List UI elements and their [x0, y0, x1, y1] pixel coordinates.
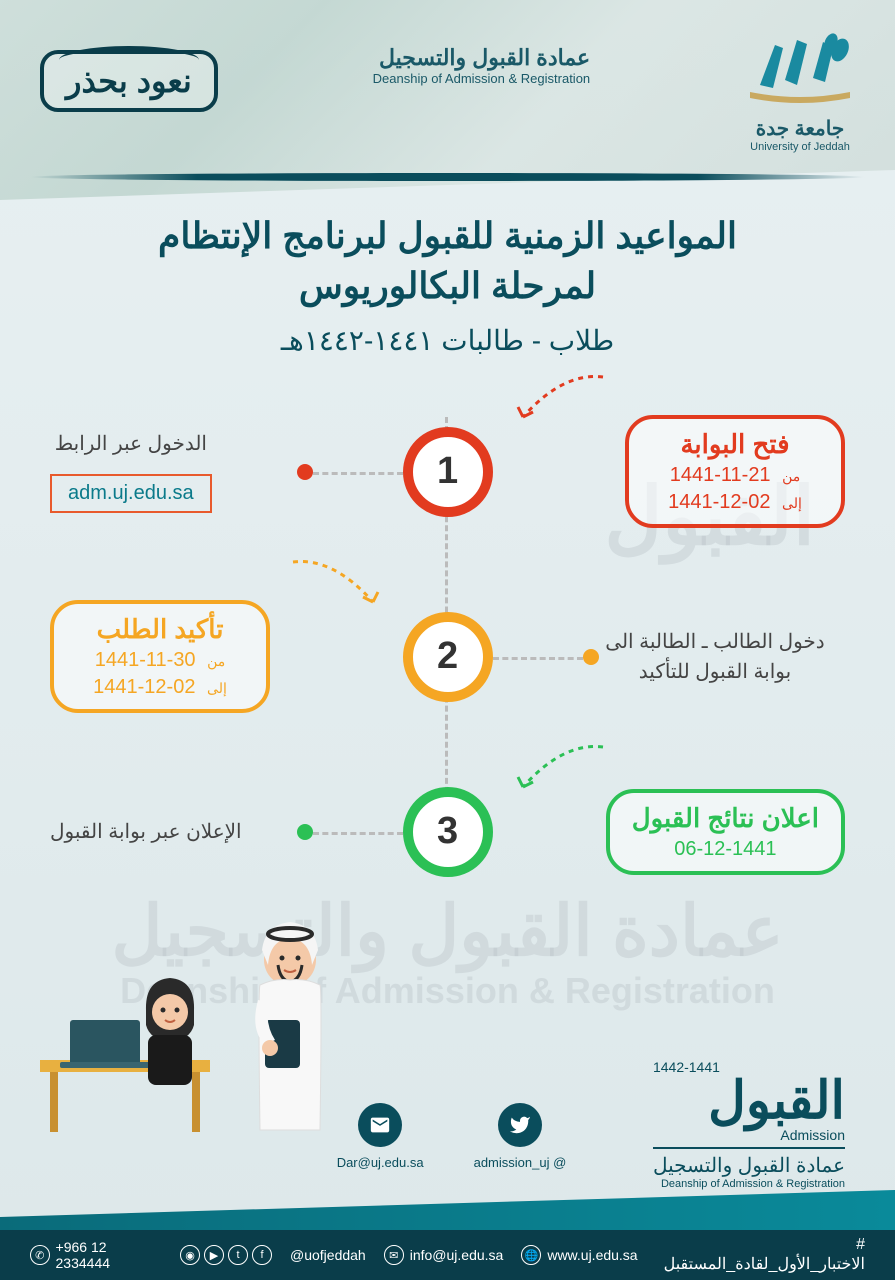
step-1-from: من 21-11-1441 [651, 464, 819, 487]
step-2-title: تأكيد الطلب [76, 614, 244, 645]
footer-email[interactable]: ✉ info@uj.edu.sa [384, 1245, 504, 1265]
title-line1: المواعيد الزمنية للقبول لبرنامج الإنتظام [40, 211, 855, 261]
step-2-circle: 2 [403, 612, 493, 702]
step-1-to: إلى 02-12-1441 [651, 491, 819, 514]
caution-badge: نعود بحذر [40, 50, 218, 112]
twitter-icon [498, 1103, 542, 1147]
title-block: المواعيد الزمنية للقبول لبرنامج الإنتظام… [0, 201, 895, 387]
university-name-en: University of Jeddah [745, 141, 855, 153]
twitter-small-icon[interactable]: t [228, 1245, 248, 1265]
step-3-date: 06-12-1441 [632, 838, 819, 861]
step-3-circle: 3 [403, 787, 493, 877]
step-1-box: فتح البوابة من 21-11-1441 إلى 02-12-1441 [625, 415, 845, 528]
admission-link[interactable]: adm.uj.edu.sa [50, 474, 212, 513]
contact-email[interactable]: Dar@uj.edu.sa [337, 1103, 424, 1170]
footer-handle[interactable]: @uofjeddah [290, 1247, 366, 1263]
twitter-handle: @ admission_uj [474, 1155, 567, 1170]
step-2-from: من 30-11-1441 [76, 649, 244, 672]
social-icons: ◉ ▶ t f [180, 1245, 272, 1265]
step-2-arrow-icon [283, 552, 393, 622]
uj-logo-icon [745, 30, 855, 110]
footer-upper: 1442-1441 القبول Admission عمادة القبول … [0, 1059, 895, 1190]
step-3-arrow-icon [503, 737, 613, 807]
footer-phone[interactable]: ✆ +966 12 2334444 [30, 1239, 162, 1271]
admission-logo: 1442-1441 القبول Admission عمادة القبول … [653, 1059, 845, 1190]
title-sub: طلاب - طالبات ١٤٤١-١٤٤٢هـ [40, 324, 855, 357]
step-1-connector-right [313, 472, 403, 475]
step-2-connector-left [493, 657, 583, 660]
university-name-ar: جامعة جدة [745, 116, 855, 141]
timeline: 1 فتح البوابة من 21-11-1441 إلى 02-12-14… [0, 387, 895, 927]
deanship-en: Deanship of Admission & Registration [373, 71, 591, 86]
step-3-annotation: الإعلان عبر بوابة القبول [50, 817, 242, 847]
mail-icon: ✉ [384, 1245, 404, 1265]
title-line2: لمرحلة البكالوريوس [40, 261, 855, 311]
bottom-bar: ✆ +966 12 2334444 ◉ ▶ t f @uofjeddah ✉ i… [0, 1230, 895, 1280]
step-2-to: إلى 02-12-1441 [76, 676, 244, 699]
step-1-title: فتح البوابة [651, 429, 819, 460]
email-icon [358, 1103, 402, 1147]
admission-big: القبول [653, 1075, 845, 1127]
step-3: 3 اعلان نتائج القبول 06-12-1441 الإعلان … [50, 777, 845, 887]
admission-ar2: عمادة القبول والتسجيل [653, 1147, 845, 1178]
youtube-icon[interactable]: ▶ [204, 1245, 224, 1265]
step-3-dot [297, 824, 313, 840]
deanship-block: عمادة القبول والتسجيل Deanship of Admiss… [373, 45, 591, 86]
step-3-title: اعلان نتائج القبول [632, 803, 819, 834]
step-3-connector-right [313, 832, 403, 835]
facebook-icon[interactable]: f [252, 1245, 272, 1265]
bottom-swoosh [0, 1190, 895, 1235]
step-2-annotation: دخول الطالب ـ الطالبة الى بوابة القبول ل… [585, 627, 845, 687]
step-2: 2 دخول الطالب ـ الطالبة الى بوابة القبول… [50, 592, 845, 722]
globe-icon: 🌐 [521, 1245, 541, 1265]
footer-web[interactable]: 🌐 www.uj.edu.sa [521, 1245, 637, 1265]
step-3-box: اعلان نتائج القبول 06-12-1441 [606, 789, 845, 875]
phone-icon: ✆ [30, 1245, 50, 1265]
step-1-annotation: الدخول عبر الرابط adm.uj.edu.sa [50, 431, 212, 513]
email-address: Dar@uj.edu.sa [337, 1155, 424, 1170]
university-logo-block: جامعة جدة University of Jeddah [745, 30, 855, 153]
divider [30, 173, 865, 181]
step-1-circle: 1 [403, 427, 493, 517]
contact-icons: @ admission_uj Dar@uj.edu.sa [337, 1103, 567, 1170]
header: جامعة جدة University of Jeddah عمادة الق… [0, 0, 895, 173]
step-2-box: تأكيد الطلب من 30-11-1441 إلى 02-12-1441 [50, 600, 270, 713]
step-1-arrow-icon [503, 367, 613, 437]
step-1: 1 فتح البوابة من 21-11-1441 إلى 02-12-14… [50, 407, 845, 537]
footer-hashtag: # الاختبار_الأول_لقادة_المستقبل [656, 1236, 865, 1274]
step-1-annot-label: الدخول عبر الرابط [50, 431, 212, 456]
instagram-icon[interactable]: ◉ [180, 1245, 200, 1265]
deanship-ar: عمادة القبول والتسجيل [373, 45, 591, 71]
step-2-dot [583, 649, 599, 665]
admission-en2: Deanship of Admission & Registration [653, 1178, 845, 1190]
step-1-dot [297, 464, 313, 480]
contact-twitter[interactable]: @ admission_uj [474, 1103, 567, 1170]
